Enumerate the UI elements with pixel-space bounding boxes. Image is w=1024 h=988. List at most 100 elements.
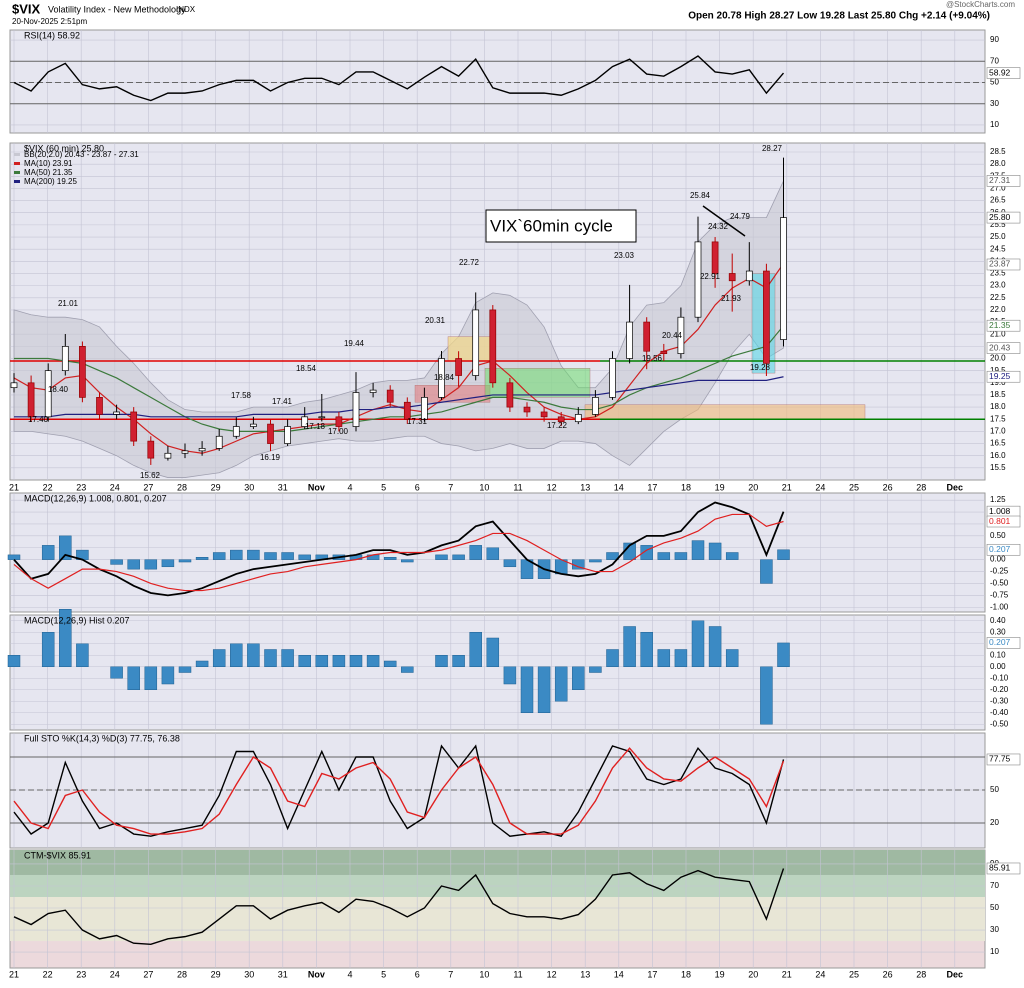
candle-body — [215, 435, 223, 449]
y-tick-label: 50 — [990, 903, 999, 912]
hist-bar — [178, 559, 192, 563]
price-label: 17.22 — [547, 421, 568, 430]
x-tick-label: 30 — [244, 969, 254, 979]
x-tick-label: Dec — [947, 482, 964, 492]
y-tick-label: 18.0 — [990, 402, 1006, 411]
price-zone — [447, 336, 491, 362]
hist-bar — [59, 609, 72, 667]
candle-body — [403, 401, 411, 420]
hist-bar — [777, 642, 790, 668]
x-tick-label: 20 — [748, 482, 758, 492]
hist-bar — [195, 557, 209, 560]
hist-bar — [110, 666, 123, 679]
hist-bar — [110, 559, 123, 565]
hist-bar — [469, 545, 482, 560]
candle-body — [472, 309, 480, 376]
candle-body — [711, 241, 719, 274]
price-label: 17.18 — [305, 422, 326, 431]
candle-body — [557, 416, 565, 423]
hist-bar — [332, 655, 346, 667]
hist-bar — [41, 545, 55, 560]
hist-bar — [691, 540, 705, 560]
y-tick-label: 16.0 — [990, 451, 1006, 460]
hist-bar — [469, 632, 482, 667]
quote: Open 20.78 High 28.27 Low 19.28 Last 25.… — [688, 11, 990, 22]
y-tick-label: -0.10 — [990, 673, 1009, 682]
y-tick-label: 18.5 — [990, 390, 1006, 399]
x-tick-label: 11 — [513, 482, 522, 492]
hist-bar — [725, 552, 739, 560]
legend-swatch — [14, 153, 20, 156]
x-tick-label: 29 — [211, 482, 221, 492]
x-tick-label: 28 — [177, 969, 187, 979]
x-tick-label: 28 — [177, 482, 187, 492]
hist-bar — [452, 554, 465, 560]
candle-body — [79, 346, 86, 398]
value-tag-label: 0.207 — [989, 544, 1011, 554]
candle-body — [694, 241, 702, 318]
value-tag — [986, 370, 1021, 383]
y-tick-label: 30 — [990, 925, 999, 934]
price-label: 21.93 — [721, 294, 742, 303]
panel-title: MACD(12,26,9) Hist 0.207 — [24, 615, 130, 625]
value-tag — [986, 515, 1021, 528]
candle-body — [164, 452, 172, 459]
hist-bar — [674, 552, 688, 560]
hist-bar — [161, 666, 175, 685]
price-label: 21.01 — [58, 299, 79, 308]
candle-body — [198, 448, 206, 452]
candle-body — [506, 382, 514, 408]
y-tick-label: 0.00 — [990, 662, 1006, 671]
panel-title: $VIX (60 min) 25.80 — [24, 143, 104, 153]
x-tick-label: Nov — [308, 969, 325, 979]
y-tick-label: 22.0 — [990, 305, 1006, 314]
x-tick-label: 21 — [9, 482, 19, 492]
exchange: INDX — [176, 5, 196, 14]
x-tick-label: 31 — [278, 482, 288, 492]
y-tick-label: 0.50 — [990, 531, 1006, 540]
x-tick-label: 6 — [415, 969, 420, 979]
y-tick-label: 15.5 — [990, 463, 1006, 472]
candle-body — [267, 423, 274, 444]
plots: 10 30 50 70 90 RSI(14) 58.92 58.92 15.5 16.0 16.5… — [7, 29, 1021, 979]
hist-bar — [657, 552, 671, 560]
x-tick-label: 14 — [614, 482, 624, 492]
candle-body — [780, 217, 787, 340]
x-tick-label: 12 — [547, 969, 557, 979]
x-tick-label: 24 — [110, 969, 120, 979]
candle-body — [369, 389, 377, 393]
trend-line — [702, 205, 746, 237]
x-tick-label: 26 — [883, 969, 893, 979]
price-label: 22.72 — [459, 258, 480, 267]
candle-body — [250, 423, 257, 427]
y-tick-label: 17.0 — [990, 427, 1006, 436]
y-tick-label: 16.5 — [990, 439, 1006, 448]
x-tick-label: 24 — [815, 969, 825, 979]
y-tick-label: 90 — [990, 35, 999, 44]
x-tick-label: 27 — [143, 969, 153, 979]
hist-bar — [247, 549, 260, 560]
candle-body — [386, 389, 394, 403]
hist-bar — [606, 552, 619, 560]
y-tick-label: 1.25 — [990, 495, 1006, 504]
candle-body — [96, 397, 103, 415]
panel-title: Full STO %K(14,3) %D(3) 77.75, 76.38 — [24, 733, 180, 743]
y-tick-label: 70 — [990, 56, 999, 65]
source: @StockCharts.com — [946, 0, 1015, 9]
candle-body — [113, 411, 120, 415]
y-tick-label: 70 — [990, 881, 999, 890]
price-label: 24.79 — [730, 212, 751, 221]
series-line — [13, 513, 784, 592]
value-tag — [986, 258, 1021, 271]
price-zone — [584, 404, 866, 420]
candle-body — [728, 273, 736, 282]
hist-bar — [537, 666, 551, 713]
hist-bar — [144, 559, 158, 570]
hist-bar — [59, 535, 72, 560]
price-label: 15.62 — [140, 471, 161, 480]
y-tick-label: 50 — [990, 785, 999, 794]
price-label: 18.40 — [48, 385, 69, 394]
hist-bar — [161, 559, 175, 568]
price-label: 18.84 — [434, 373, 455, 382]
